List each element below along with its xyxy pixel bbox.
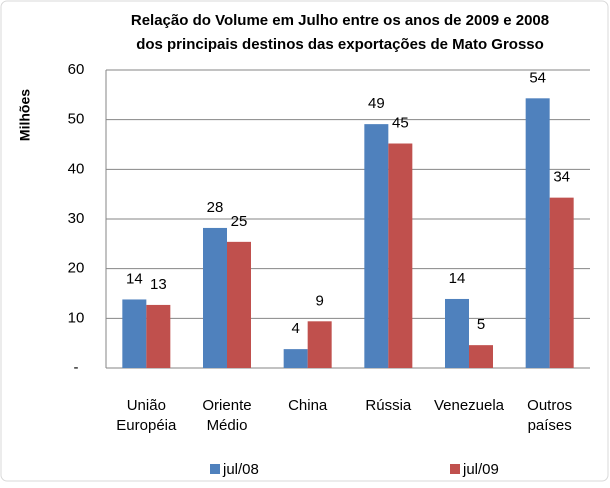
data-label: 34 [553, 169, 570, 186]
x-tick-label: União Européia [116, 397, 177, 434]
bar [388, 143, 413, 368]
y-tick-label: 20 [68, 260, 85, 277]
x-tick-label: Venezuela [434, 397, 505, 414]
chart-title: dos principais destinos das exportações … [136, 36, 544, 53]
data-label: 4 [291, 320, 299, 337]
data-label: 54 [529, 69, 546, 86]
x-tick-label: China [288, 397, 328, 414]
bar [203, 227, 227, 368]
bar [146, 304, 171, 368]
data-label: 13 [150, 276, 167, 293]
bar [469, 345, 493, 368]
data-label: 9 [315, 292, 323, 309]
y-tick-label: 50 [68, 111, 85, 128]
x-tick-label: Rússia [365, 397, 412, 414]
bar [525, 98, 550, 368]
data-label: 49 [368, 95, 385, 112]
y-tick-label: 10 [68, 309, 85, 326]
bar [283, 349, 308, 368]
legend-label: jul/08 [222, 461, 259, 478]
data-label: 5 [477, 316, 485, 333]
y-tick-label: 30 [68, 210, 85, 227]
legend-label: jul/09 [462, 461, 499, 478]
data-label: 25 [231, 213, 248, 230]
legend-swatch [450, 464, 460, 474]
y-tick-label: - [74, 359, 79, 376]
x-tick-label: Oriente Médio [202, 397, 251, 434]
data-label: 14 [449, 270, 466, 287]
y-tick-label: 40 [68, 160, 85, 177]
bar [307, 321, 332, 368]
bar [364, 124, 389, 369]
data-label: 45 [392, 114, 409, 131]
chart-title: Relação do Volume em Julho entre os anos… [131, 12, 549, 29]
data-label: 14 [126, 270, 143, 287]
y-axis-label: Milhões [17, 89, 33, 141]
bar [549, 197, 574, 368]
data-label: 28 [207, 199, 224, 216]
bar [445, 298, 469, 368]
bar [122, 299, 147, 368]
y-tick-label: 60 [68, 61, 85, 78]
bar [227, 241, 251, 368]
legend-swatch [210, 464, 220, 474]
x-tick-label: Outros países [527, 397, 572, 434]
